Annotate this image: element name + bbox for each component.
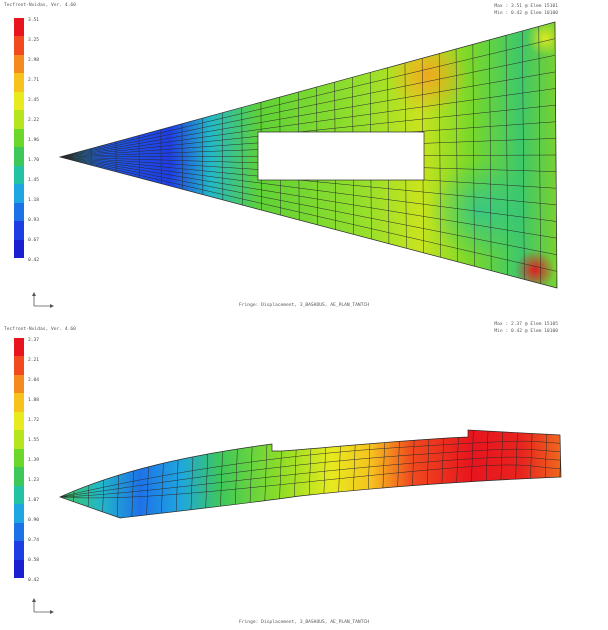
legend-color-swatch <box>14 73 24 93</box>
legend-tick-label: 0.42 <box>28 578 40 583</box>
legend-tick-label: 1.45 <box>28 178 40 183</box>
legend-tick-label: 1.72 <box>28 418 40 423</box>
legend-tick-label: 1.18 <box>28 198 40 203</box>
fringe-plot-panel-top: Tecfront-Nvidas, Ver. 4.60 Max : 3.51 @ … <box>4 3 558 308</box>
legend-color-swatch <box>14 110 24 130</box>
legend-tick-label: 2.21 <box>28 358 40 363</box>
legend-tick-label: 3.51 <box>28 18 40 23</box>
legend-color-swatch <box>14 467 24 487</box>
legend-tick-label: 0.58 <box>28 558 40 563</box>
color-legend-bar <box>14 338 24 582</box>
deformed-mesh-region <box>59 429 562 519</box>
legend-color-swatch <box>14 18 24 37</box>
legend-tick-label: 0.42 <box>28 258 40 263</box>
deformed-mesh-region <box>58 21 558 289</box>
legend-color-swatch <box>14 128 24 148</box>
app-version-label: Tecfront-Nvidas, Ver. 4.60 <box>4 3 76 8</box>
legend-tick-label: 1.23 <box>28 478 40 483</box>
legend-tick-label: 2.71 <box>28 78 40 83</box>
min-readout: Min : 0.42 @ Elem 10100 <box>494 11 558 16</box>
max-readout: Max : 3.51 @ Elem 15101 <box>494 4 558 9</box>
legend-color-swatch <box>14 559 24 579</box>
legend-color-swatch <box>14 54 24 74</box>
legend-tick-label: 1.96 <box>28 138 40 143</box>
legend-tick-label: 1.88 <box>28 398 40 403</box>
legend-color-swatch <box>14 147 24 167</box>
legend-tick-label: 1.39 <box>28 458 40 463</box>
legend-tick-label: 2.98 <box>28 58 40 63</box>
coordinate-axis-icon <box>32 598 54 614</box>
legend-color-swatch <box>14 221 24 241</box>
legend-tick-label: 0.93 <box>28 218 40 223</box>
legend-color-swatch <box>14 184 24 204</box>
legend-tick-label: 2.37 <box>28 338 40 343</box>
legend-color-swatch <box>14 165 24 185</box>
legend-color-swatch <box>14 356 24 376</box>
legend-tick-label: 1.07 <box>28 498 40 503</box>
coordinate-axis-icon <box>32 292 54 308</box>
legend-color-swatch <box>14 393 24 413</box>
fringe-caption: Fringe: Displacement, 3_BASHOUS, AE_PLAN… <box>239 620 369 625</box>
mesh-cutout-hole <box>257 131 425 181</box>
max-readout: Max : 2.37 @ Elem 15105 <box>494 322 558 327</box>
legend-color-swatch <box>14 91 24 111</box>
legend-color-swatch <box>14 485 24 505</box>
legend-color-swatch <box>14 504 24 524</box>
fem-mesh-plot <box>58 21 558 289</box>
color-legend-bar <box>14 18 24 262</box>
legend-color-swatch <box>14 202 24 222</box>
min-readout: Min : 0.42 @ Elem 10100 <box>494 329 558 334</box>
legend-tick-label: 2.45 <box>28 98 40 103</box>
legend-color-swatch <box>14 374 24 394</box>
fringe-caption: Fringe: Displacement, 3_BASHOUS, AE_PLAN… <box>239 303 369 308</box>
legend-tick-label: 2.04 <box>28 378 40 383</box>
fem-mesh-plot <box>59 429 562 519</box>
legend-color-swatch <box>14 522 24 542</box>
app-version-label: Tecfront-Nvidas, Ver. 4.60 <box>4 327 76 332</box>
legend-color-swatch <box>14 541 24 561</box>
legend-tick-label: 0.74 <box>28 538 40 543</box>
legend-color-swatch <box>14 430 24 450</box>
legend-color-swatch <box>14 338 24 357</box>
legend-color-swatch <box>14 36 24 56</box>
legend-tick-label: 0.67 <box>28 238 40 243</box>
fringe-plot-panel-bottom: Tecfront-Nvidas, Ver. 4.60 Max : 2.37 @ … <box>0 320 608 630</box>
legend-tick-label: 1.55 <box>28 438 40 443</box>
legend-tick-label: 0.90 <box>28 518 40 523</box>
legend-color-swatch <box>14 448 24 468</box>
legend-tick-label: 2.22 <box>28 118 40 123</box>
legend-tick-label: 1.70 <box>28 158 40 163</box>
legend-color-swatch <box>14 411 24 431</box>
legend-tick-label: 3.25 <box>28 38 40 43</box>
legend-color-swatch <box>14 239 24 259</box>
